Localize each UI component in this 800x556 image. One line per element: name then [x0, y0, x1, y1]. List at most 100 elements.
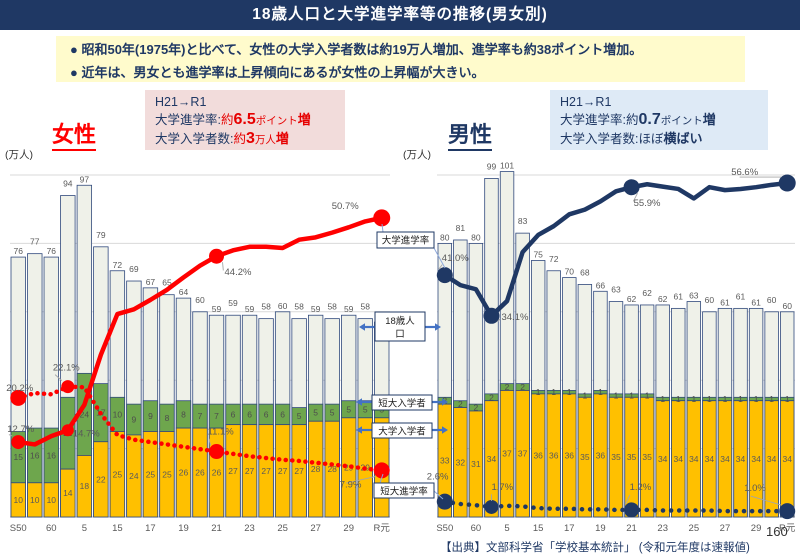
data-point-marker: [11, 435, 26, 450]
svg-text:60: 60: [782, 301, 792, 311]
svg-text:28: 28: [311, 464, 321, 474]
svg-text:58: 58: [294, 302, 304, 312]
svg-text:37: 37: [502, 449, 512, 459]
svg-text:60: 60: [195, 295, 205, 305]
svg-text:31: 31: [471, 459, 481, 469]
svg-text:1: 1: [660, 394, 665, 404]
svg-text:27: 27: [261, 466, 271, 476]
svg-text:58: 58: [261, 302, 271, 312]
svg-text:短大進学率: 短大進学率: [380, 486, 428, 498]
male-jc-rate-line: 2.6% 1.7% 1.2% 1.0%: [427, 472, 796, 520]
svg-text:36: 36: [596, 450, 606, 460]
svg-text:97: 97: [80, 174, 90, 184]
svg-text:33: 33: [440, 456, 450, 466]
callout-jc-rate: 短大進学率: [373, 473, 444, 500]
svg-text:59: 59: [212, 304, 222, 314]
svg-text:81: 81: [456, 223, 466, 233]
svg-text:14: 14: [63, 488, 73, 498]
svg-text:23: 23: [657, 523, 668, 534]
svg-text:12.7%: 12.7%: [7, 424, 34, 435]
svg-text:59: 59: [245, 304, 255, 314]
svg-text:72: 72: [549, 254, 559, 264]
svg-text:61: 61: [751, 297, 761, 307]
svg-text:34: 34: [751, 454, 761, 464]
svg-text:59: 59: [344, 304, 354, 314]
svg-text:2: 2: [458, 399, 463, 409]
svg-text:10: 10: [30, 495, 40, 505]
data-point-marker: [61, 424, 74, 437]
svg-text:10: 10: [113, 409, 123, 419]
svg-text:6: 6: [264, 409, 269, 419]
svg-text:5: 5: [504, 523, 509, 534]
data-point-marker: [484, 499, 499, 514]
female-chart: 7615107716107616109421149724187917227210…: [6, 174, 390, 534]
data-point-marker: [10, 389, 27, 406]
svg-text:1: 1: [614, 391, 619, 401]
data-point-marker: [624, 502, 640, 518]
svg-text:59: 59: [228, 298, 238, 308]
svg-text:32: 32: [456, 457, 466, 467]
svg-text:22.1%: 22.1%: [53, 363, 80, 374]
female-univ-rate-line: 大学進学率:約6.5ポイント増: [155, 111, 311, 128]
svg-text:1.7%: 1.7%: [491, 482, 513, 493]
page-title: 18歳人口と大学進学率等の推移(男女別): [0, 0, 800, 30]
data-point-marker: [209, 248, 225, 264]
svg-text:R元: R元: [779, 523, 796, 534]
svg-text:101: 101: [500, 161, 514, 171]
svg-text:58: 58: [360, 302, 370, 312]
svg-text:68: 68: [580, 267, 590, 277]
svg-text:14.7%: 14.7%: [73, 428, 100, 439]
data-point-marker: [209, 444, 225, 460]
svg-text:9: 9: [132, 415, 137, 425]
source-citation: 【出典】文部科学省「学校基本統計」 (令和元年度は速報値): [440, 542, 750, 554]
svg-text:10: 10: [14, 495, 24, 505]
svg-text:短大入学者: 短大入学者: [378, 398, 426, 410]
svg-text:5: 5: [297, 411, 302, 421]
female-jc-rate-line: 20.2% 22.1% 11.1% 7.9%: [6, 363, 390, 490]
svg-text:2.6%: 2.6%: [427, 472, 449, 483]
svg-text:34.1%: 34.1%: [501, 312, 528, 323]
svg-text:18歳人: 18歳人: [385, 315, 415, 327]
svg-text:60: 60: [46, 523, 57, 534]
svg-text:大学入学者: 大学入学者: [378, 426, 426, 438]
svg-text:口: 口: [395, 329, 405, 340]
svg-text:1: 1: [629, 391, 634, 401]
svg-text:18: 18: [80, 481, 90, 491]
svg-text:7: 7: [198, 411, 203, 421]
svg-text:27: 27: [278, 466, 288, 476]
summary-bullet-2: ● 近年は、男女とも進学率は上昇傾向にあるが女性の上昇幅が大きい。: [70, 65, 485, 80]
svg-text:62: 62: [642, 288, 652, 298]
svg-text:64: 64: [179, 287, 189, 297]
svg-text:36: 36: [565, 450, 575, 460]
x-axis-labels: S50 60 5 15 17 19 21 23 25 27 29 R元: [10, 523, 391, 534]
svg-text:37: 37: [518, 449, 528, 459]
female-chart-title: 女性: [52, 117, 97, 151]
callout-university-rate: 大学進学率: [376, 223, 446, 269]
svg-text:1: 1: [754, 394, 759, 404]
svg-text:19: 19: [178, 523, 189, 534]
female-university-rate-line: 12.7% 14.7% 44.2% 50.7%: [7, 201, 391, 450]
svg-text:6: 6: [247, 409, 252, 419]
svg-text:27: 27: [310, 523, 321, 534]
svg-text:61: 61: [720, 297, 730, 307]
svg-text:19: 19: [595, 523, 606, 534]
svg-text:1: 1: [769, 394, 774, 404]
svg-text:34: 34: [689, 454, 699, 464]
x-axis-labels: S50 60 5 15 17 19 21 23 25 27 29 R元: [436, 523, 796, 534]
data-point-marker: [436, 267, 453, 284]
svg-text:5: 5: [346, 404, 351, 414]
svg-text:2: 2: [505, 382, 510, 392]
data-point-marker: [483, 307, 500, 324]
svg-text:34: 34: [674, 454, 684, 464]
svg-text:99: 99: [487, 161, 497, 171]
svg-text:2: 2: [520, 382, 525, 392]
svg-text:29: 29: [344, 462, 354, 472]
svg-text:1: 1: [691, 394, 696, 404]
svg-text:26: 26: [195, 468, 205, 478]
svg-text:1: 1: [583, 391, 588, 401]
svg-text:29: 29: [343, 523, 354, 534]
data-point-marker: [778, 174, 796, 192]
svg-text:35: 35: [580, 452, 590, 462]
